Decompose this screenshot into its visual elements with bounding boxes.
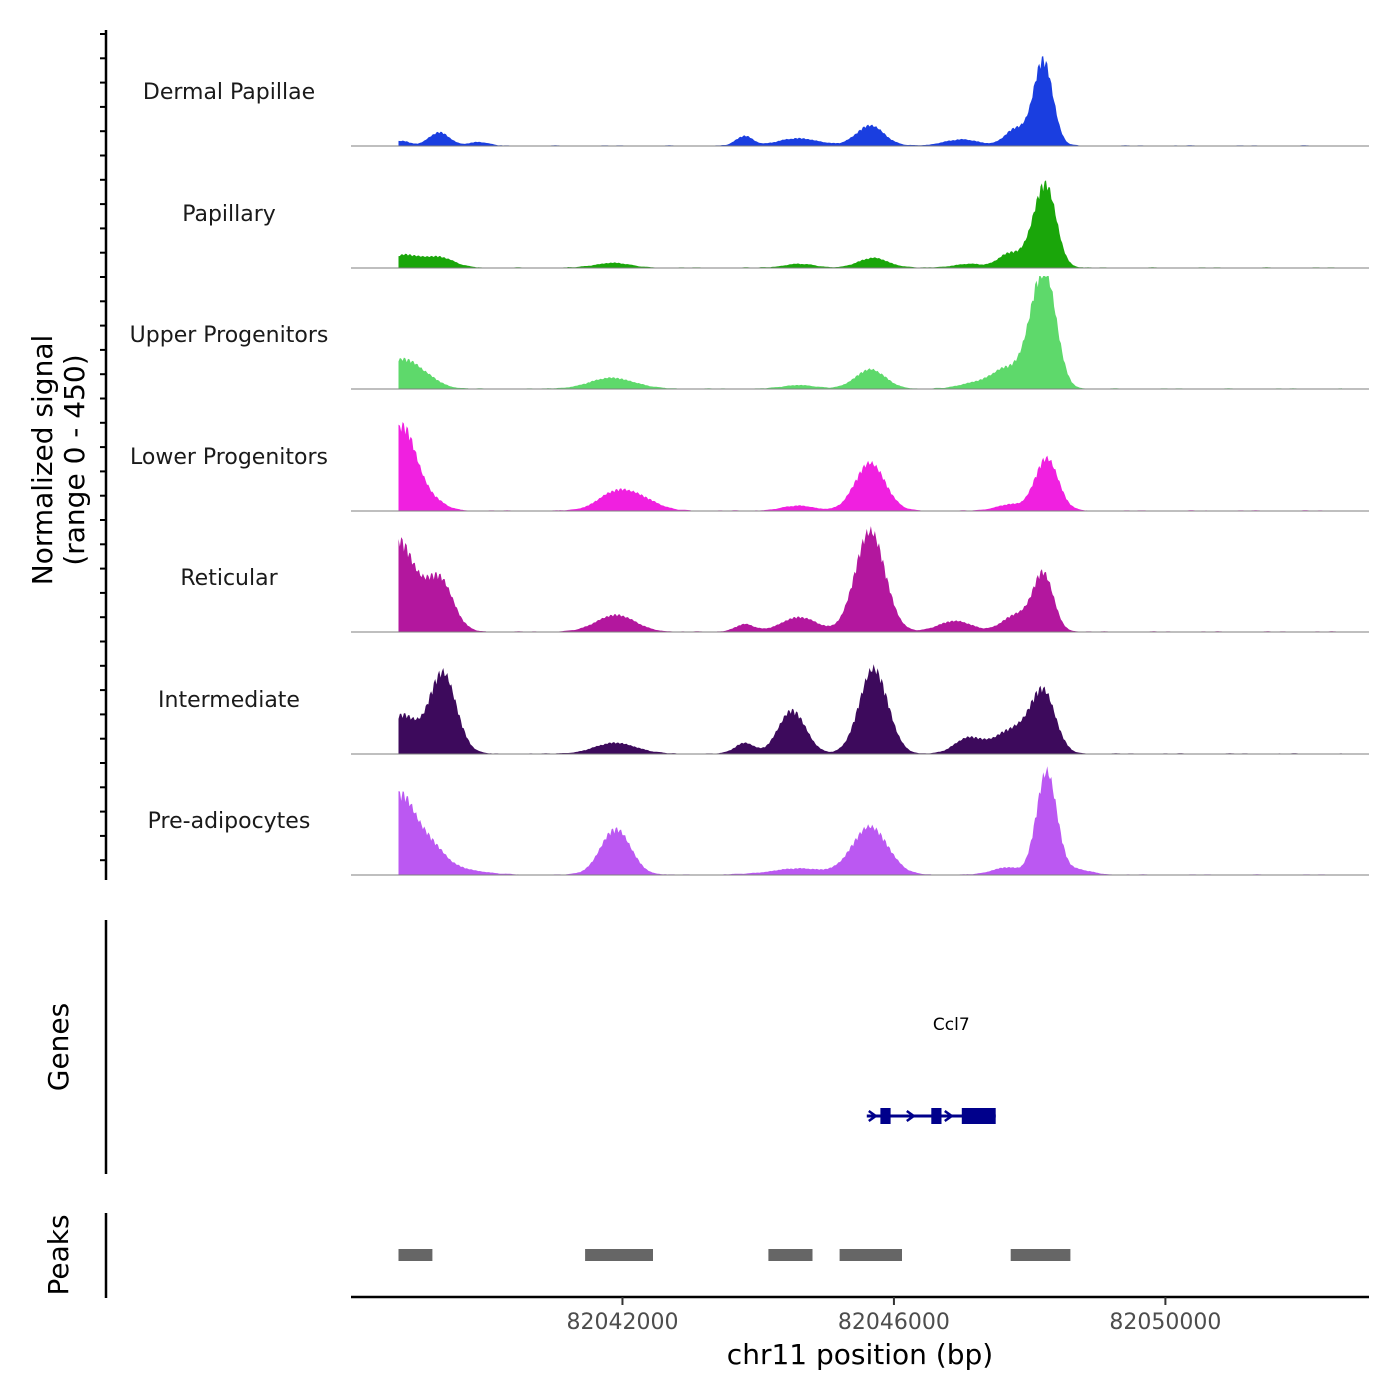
x-tick-label: 82046000 — [838, 1310, 950, 1335]
coverage-area — [398, 526, 1342, 632]
strand-arrow — [906, 1109, 916, 1123]
track-label: Upper Progenitors — [130, 323, 329, 348]
track-papillary: Papillary — [182, 180, 1369, 269]
exon — [961, 1108, 996, 1124]
track-label: Intermediate — [158, 688, 300, 713]
peak-region — [768, 1249, 813, 1261]
peak-region — [839, 1249, 902, 1261]
x-tick-label: 82050000 — [1109, 1310, 1221, 1335]
coverage-area — [398, 422, 1342, 511]
track-lower-progenitors: Lower Progenitors — [130, 422, 1369, 512]
track-label: Papillary — [182, 202, 276, 227]
track-intermediate: Intermediate — [158, 664, 1369, 755]
peak-region — [398, 1249, 433, 1261]
x-axis-ticks: 82042000 82046000 82050000 — [567, 1297, 1221, 1335]
exon — [880, 1108, 891, 1124]
track-label: Reticular — [180, 566, 278, 591]
coverage-y-ticks — [100, 33, 106, 862]
coverage-y-label-line2: (range 0 - 450) — [58, 354, 91, 565]
strand-arrow — [868, 1109, 878, 1123]
coverage-y-label-line1: Normalized signal — [26, 335, 59, 586]
track-label: Dermal Papillae — [143, 80, 315, 105]
coverage-area — [398, 180, 1342, 268]
coverage-area — [398, 56, 1342, 146]
track-upper-progenitors: Upper Progenitors — [130, 276, 1369, 390]
coverage-area — [398, 664, 1342, 754]
track-label: Lower Progenitors — [130, 445, 328, 470]
gene-track: Ccl7 — [866, 1015, 996, 1124]
coverage-tracks: Dermal Papillae Papillary Upper Progenitor… — [130, 56, 1369, 876]
peak-region — [585, 1249, 653, 1261]
track-label: Pre-adipocytes — [148, 809, 311, 834]
coverage-y-axis — [100, 30, 108, 880]
coverage-area — [398, 276, 1342, 389]
strand-arrow — [944, 1109, 954, 1123]
gene-label: Ccl7 — [933, 1015, 970, 1035]
coverage-area — [398, 766, 1342, 875]
peak-region — [1010, 1249, 1071, 1261]
track-reticular: Reticular — [180, 526, 1369, 633]
peaks-y-label: Peaks — [42, 1214, 75, 1295]
exon — [931, 1108, 942, 1124]
track-dermal-papillae: Dermal Papillae — [143, 56, 1369, 147]
track-pre-adipocytes: Pre-adipocytes — [148, 766, 1369, 876]
x-axis-label: chr11 position (bp) — [727, 1338, 993, 1371]
gene-ccl7: Ccl7 — [866, 1015, 996, 1124]
peak-track — [398, 1249, 1071, 1261]
x-tick-label: 82042000 — [567, 1310, 679, 1335]
genes-y-label: Genes — [42, 1003, 75, 1091]
